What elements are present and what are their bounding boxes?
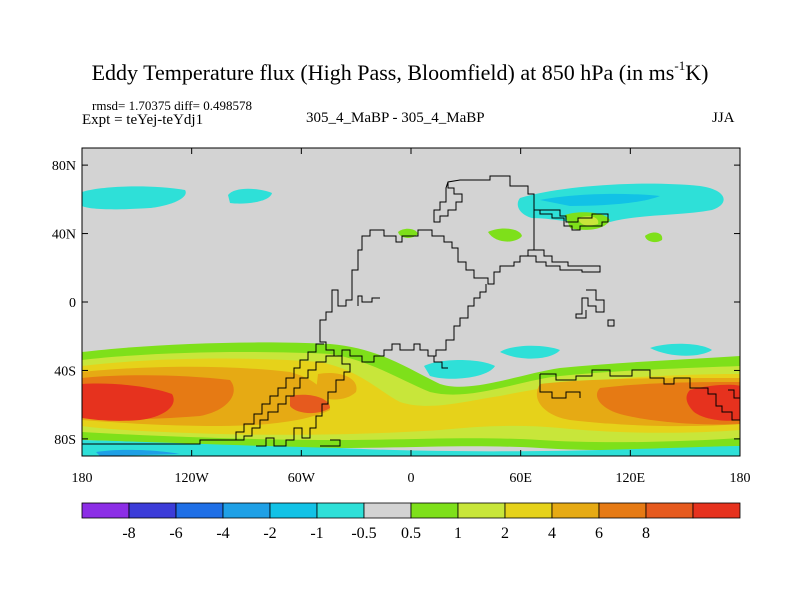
title-end: K) xyxy=(685,60,709,85)
y-tick-label: 80N xyxy=(52,159,76,174)
colorbar-box xyxy=(598,502,647,519)
comparison-label: 305_4_MaBP - 305_4_MaBP xyxy=(306,110,485,126)
colorbar-label: 2 xyxy=(501,525,509,542)
coastline-south-america xyxy=(235,343,334,441)
experiment-label: Expt = teYej-teYdj1 xyxy=(82,112,204,128)
coastline-asia-east xyxy=(528,249,601,273)
colorbar-label: 6 xyxy=(595,525,603,542)
sh-band-midred xyxy=(290,394,330,414)
sh-polar-cyan-2 xyxy=(96,449,180,456)
y-tick-label: 40N xyxy=(52,228,76,243)
colorbar-label: -1 xyxy=(310,525,323,542)
colorbar-box xyxy=(222,502,271,519)
title-superscript: -1 xyxy=(674,58,686,73)
y-tick-label: 40S xyxy=(54,364,76,379)
colorbar-box xyxy=(128,502,177,519)
coastlines xyxy=(82,175,740,447)
coastline-antarctic-edge xyxy=(82,439,341,447)
sh-band-red-1 xyxy=(82,383,174,421)
colorbar-label: -4 xyxy=(216,525,229,542)
sh-cyan-patch-1 xyxy=(500,345,560,359)
x-tick-label: 180 xyxy=(72,471,93,486)
contour-fills xyxy=(82,183,740,456)
nh-green-patch-1 xyxy=(488,228,522,242)
coastline-eurasia xyxy=(319,175,535,363)
season-label: JJA xyxy=(712,110,735,126)
colorbar-box xyxy=(175,502,224,519)
coastline-australia xyxy=(539,369,740,421)
y-tick-label: 0 xyxy=(69,296,76,311)
sh-polar-cyan xyxy=(82,440,740,456)
x-tick-label: 60W xyxy=(288,471,316,486)
colorbar-box xyxy=(692,502,741,519)
colorbar-label: 4 xyxy=(548,525,556,542)
x-tick-label: 120E xyxy=(616,471,646,486)
colorbar-label: 1 xyxy=(454,525,462,542)
coastline-island xyxy=(607,319,615,327)
colorbar-box xyxy=(316,502,365,519)
coastline-south-america-2 xyxy=(256,356,351,447)
nh-asia-yellow xyxy=(578,216,599,226)
coastline-siberia xyxy=(534,209,609,231)
coastline-new-zealand xyxy=(728,389,740,399)
colorbar-label: 8 xyxy=(642,525,650,542)
colorbar-box xyxy=(645,502,694,519)
sh-cyan-patch-3 xyxy=(650,343,712,356)
nh-pacific-cyan xyxy=(82,186,186,210)
colorbar-label: -6 xyxy=(169,525,182,542)
axis-ticks: 180 120W 60W 0 60E 120E 180 80N 40N 0 40S 80S xyxy=(52,148,751,486)
colorbar-box xyxy=(551,502,600,519)
colorbar-box xyxy=(504,502,553,519)
x-tick-label: 120W xyxy=(175,471,210,486)
colorbar-labels: -8 -6 -4 -2 -1 -0.5 0.5 1 2 4 6 8 xyxy=(122,525,650,542)
colorbar-label: -8 xyxy=(122,525,135,542)
colorbar-box xyxy=(457,502,506,519)
colorbar-box xyxy=(410,502,459,519)
colorbar-box xyxy=(81,502,130,519)
coastline-southeast-asia xyxy=(575,289,605,319)
y-tick-label: 80S xyxy=(54,433,76,448)
colorbar-box xyxy=(269,502,318,519)
colorbar-box xyxy=(363,502,412,519)
coastline-africa xyxy=(357,295,448,369)
x-tick-label: 0 xyxy=(408,471,415,486)
nh-atlantic-cyan-core xyxy=(540,193,660,206)
title-main: Eddy Temperature flux (High Pass, Bloomf… xyxy=(91,60,675,85)
x-tick-label: 60E xyxy=(509,471,532,486)
colorbar-boxes xyxy=(81,502,741,519)
nh-pacific-cyan-2 xyxy=(228,188,272,204)
stats-label: rmsd= 1.70375 diff= 0.498578 xyxy=(92,98,252,113)
nh-green-patch-3 xyxy=(645,232,663,243)
colorbar-label: -0.5 xyxy=(351,525,376,542)
chart-title: Eddy Temperature flux (High Pass, Bloomf… xyxy=(0,58,800,86)
colorbar-label: -2 xyxy=(263,525,276,542)
x-tick-label: 180 xyxy=(730,471,751,486)
colorbar-label: 0.5 xyxy=(401,525,421,542)
